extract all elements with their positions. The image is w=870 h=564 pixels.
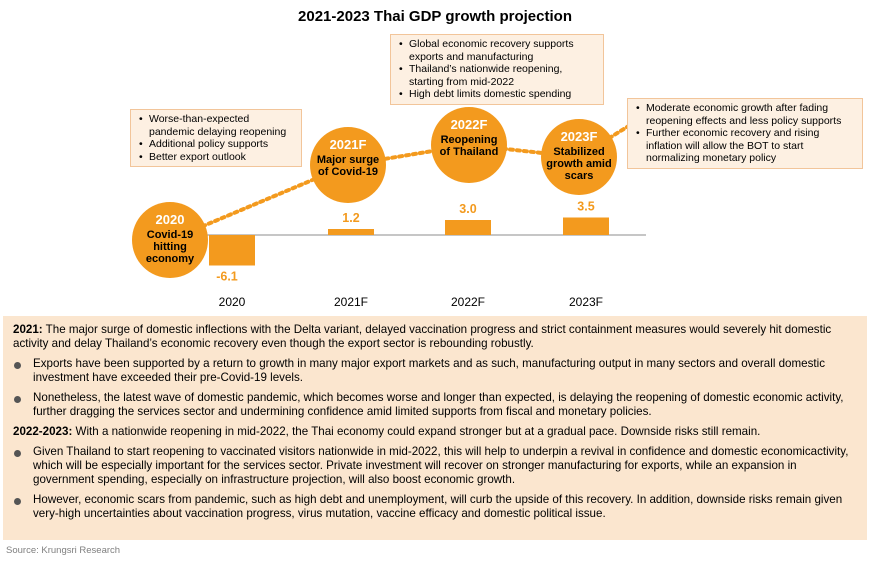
callout-item: Further economic recovery and rising inf… xyxy=(636,127,857,165)
section-2022-heading: 2022-2023: xyxy=(13,425,73,438)
circle-2021F xyxy=(310,127,386,203)
section-2021-heading: 2021: xyxy=(13,323,43,336)
bullet-dot-icon xyxy=(14,396,21,403)
bullet-2021-pandemic: Nonetheless, the latest wave of domestic… xyxy=(13,391,857,419)
callout-2022: Global economic recovery supports export… xyxy=(390,34,604,105)
x-tick-label-2020: 2020 xyxy=(219,295,246,309)
bullet-dot-icon xyxy=(14,498,21,505)
circle-year-label: 2020 xyxy=(156,212,185,227)
callout-2021: Worse-than-expected pandemic delaying re… xyxy=(130,109,302,167)
callout-item: Global economic recovery supports export… xyxy=(399,38,598,63)
circle-caption: Covid-19 hitting economy xyxy=(146,229,195,265)
callout-item: Additional policy supports xyxy=(139,138,296,151)
section-2022-text: With a nationwide reopening in mid-2022,… xyxy=(72,425,761,438)
data-label-2023F: 3.5 xyxy=(577,200,594,214)
data-label-2022F: 3.0 xyxy=(459,202,476,216)
x-tick-label-2021F: 2021F xyxy=(334,295,368,309)
circle-2023F xyxy=(541,119,617,195)
bullet-text: Exports have been supported by a return … xyxy=(33,357,826,384)
callout-list: Global economic recovery supports export… xyxy=(396,38,598,101)
bullet-dot-icon xyxy=(14,450,21,457)
circle-caption: Reopening of Thailand xyxy=(440,134,499,158)
callout-item: Worse-than-expected pandemic delaying re… xyxy=(139,113,296,138)
callout-list: Moderate economic growth after fading re… xyxy=(633,102,857,165)
circle-year-label: 2022F xyxy=(451,117,488,132)
bullet-dot-icon xyxy=(14,362,21,369)
section-2021-intro: 2021: The major surge of domestic inflec… xyxy=(13,323,857,351)
callout-list: Worse-than-expected pandemic delaying re… xyxy=(136,113,296,163)
callout-2023: Moderate economic growth after fading re… xyxy=(627,98,863,169)
bullet-2021-exports: Exports have been supported by a return … xyxy=(13,357,857,385)
circle-year-label: 2023F xyxy=(561,129,598,144)
circle-year-label: 2021F xyxy=(330,137,367,152)
x-tick-label-2022F: 2022F xyxy=(451,295,485,309)
bullet-text: However, economic scars from pandemic, s… xyxy=(33,493,843,520)
bar-2020 xyxy=(209,235,255,266)
data-label-2020: -6.1 xyxy=(216,270,238,284)
section-2021-text: The major surge of domestic inflections … xyxy=(13,323,832,350)
circle-caption: Stabilized growth amid scars xyxy=(546,146,611,182)
page-title: 2021-2023 Thai GDP growth projection xyxy=(298,8,572,25)
bullet-2022-risks: However, economic scars from pandemic, s… xyxy=(13,493,857,521)
section-2022-intro: 2022-2023: With a nationwide reopening i… xyxy=(13,425,857,439)
bullet-text: Given Thailand to start reopening to vac… xyxy=(33,445,849,486)
callout-item: Thailand’s nationwide reopening, startin… xyxy=(399,63,598,88)
gdp-chart: 2020 Covid-19 hitting economy 2021F Major sur… xyxy=(132,107,646,309)
commentary-panel: 2021: The major surge of domestic inflec… xyxy=(3,316,867,540)
source-note: Source: Krungsri Research xyxy=(6,545,121,556)
callout-item: High debt limits domestic spending xyxy=(399,88,598,101)
bar-2022F xyxy=(445,220,491,235)
circle-2022F xyxy=(431,107,507,183)
bullet-2022-reopening: Given Thailand to start reopening to vac… xyxy=(13,445,857,487)
callout-item: Moderate economic growth after fading re… xyxy=(636,102,857,127)
bullet-text: Nonetheless, the latest wave of domestic… xyxy=(33,391,844,418)
callout-item: Better export outlook xyxy=(139,151,296,164)
circle-caption: Major surge of Covid-19 xyxy=(317,154,379,178)
data-label-2021F: 1.2 xyxy=(342,211,359,225)
x-tick-label-2023F: 2023F xyxy=(569,295,603,309)
bar-2021F xyxy=(328,229,374,235)
circle-2020 xyxy=(132,202,208,278)
bar-2023F xyxy=(563,217,609,235)
